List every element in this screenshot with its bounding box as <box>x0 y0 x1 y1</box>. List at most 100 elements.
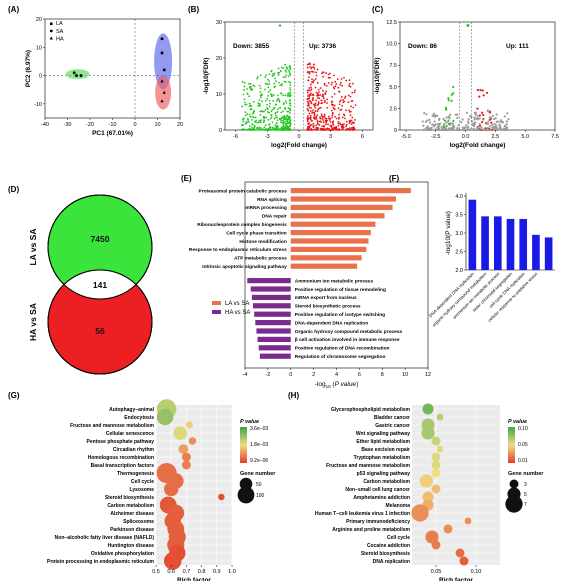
point-sa <box>79 74 83 77</box>
x-tick-label: 0.6 <box>167 569 175 575</box>
down-count-annotation: Down: 86 <box>408 43 437 50</box>
volcano-point <box>331 116 334 119</box>
volcano-point <box>246 93 249 95</box>
volcano-point <box>478 124 481 127</box>
bar <box>468 199 477 270</box>
volcano-point <box>493 123 496 126</box>
category-label: mRNA export from nucleus <box>295 295 357 301</box>
volcano-point <box>245 103 248 106</box>
volcano-point <box>243 85 246 88</box>
category-label: RNA splicing <box>257 197 287 203</box>
volcano-point <box>340 95 343 98</box>
volcano-point <box>476 88 480 92</box>
volcano-point <box>275 129 278 131</box>
volcano-point <box>323 83 326 86</box>
volcano-point <box>307 94 309 97</box>
volcano-point <box>445 116 448 119</box>
volcano-point <box>452 85 455 88</box>
bubble <box>163 552 182 570</box>
category-label: Organic hydroxy compound metabolic proce… <box>295 329 403 335</box>
category-label: Pentose phosphate pathway <box>86 439 154 445</box>
panel-label-e: (E) <box>181 174 192 183</box>
volcano-point <box>284 116 287 119</box>
panel-h-chart: Glycerophospholipid metabolism Bladder ca… <box>315 403 544 581</box>
y-tick-label: 7.5 <box>389 63 397 69</box>
volcano-point <box>320 102 323 105</box>
volcano-point <box>428 118 431 121</box>
volcano-point <box>282 102 285 104</box>
volcano-point <box>495 126 498 129</box>
volcano-point <box>289 102 292 104</box>
x-tick-label: -2.5 <box>431 134 440 140</box>
y-tick-label: 3.0 <box>455 231 463 237</box>
volcano-point <box>343 97 346 99</box>
category-label: Huntington disease <box>108 543 155 549</box>
volcano-point <box>456 126 459 130</box>
volcano-point <box>288 66 291 69</box>
volcano-point <box>338 116 341 119</box>
volcano-point <box>281 116 284 119</box>
volcano-point <box>348 79 351 82</box>
volcano-point <box>480 128 483 131</box>
y-tick-label: 20 <box>216 56 222 62</box>
y-axis-title: PC2 (6.97%) <box>25 50 32 87</box>
volcano-point <box>353 128 356 131</box>
volcano-point <box>337 124 340 127</box>
category-label: Glycerophospholipid metabolism <box>331 407 411 413</box>
panel-label-g: (G) <box>8 391 20 400</box>
y-tick-label: 0 <box>219 128 222 134</box>
bubble <box>421 426 435 440</box>
bubble <box>178 444 189 454</box>
volcano-point <box>312 66 315 69</box>
category-label: Intrinsic apoptotic signaling pathway <box>202 264 287 270</box>
bubble <box>422 403 434 415</box>
volcano-point <box>341 126 344 128</box>
volcano-point <box>278 24 282 27</box>
bar-ha-vs-sa <box>251 294 291 300</box>
volcano-point <box>242 120 245 123</box>
volcano-point <box>425 127 428 130</box>
volcano-point <box>270 114 273 117</box>
bubble <box>436 445 444 453</box>
volcano-point <box>328 119 331 121</box>
volcano-point <box>477 128 480 131</box>
volcano-point <box>286 110 289 113</box>
volcano-point <box>308 106 311 109</box>
bar-ha-vs-sa <box>250 286 291 292</box>
bubble <box>431 452 441 462</box>
volcano-point <box>273 106 275 109</box>
bubble <box>181 452 191 462</box>
volcano-point <box>287 110 290 113</box>
category-label: Histone modification <box>239 239 287 245</box>
venn-outline-bottom <box>47 269 153 375</box>
color-legend-label: 0.05 <box>518 442 528 448</box>
volcano-point <box>307 109 310 112</box>
volcano-point <box>452 126 455 130</box>
y-tick-label: 4.0 <box>455 194 463 200</box>
volcano-point <box>256 76 259 78</box>
down-count-annotation: Down: 3855 <box>233 43 270 50</box>
volcano-point <box>306 104 309 107</box>
volcano-point <box>333 92 336 95</box>
volcano-point <box>447 99 450 102</box>
volcano-point <box>317 103 319 106</box>
volcano-point <box>314 102 317 105</box>
volcano-point <box>331 96 334 98</box>
volcano-point <box>289 111 291 114</box>
category-label: Oxidative phosphorylation <box>91 551 154 557</box>
up-count-annotation: Up: 3736 <box>309 43 336 50</box>
volcano-point <box>250 108 253 111</box>
volcano-point <box>253 110 256 112</box>
volcano-point <box>328 128 330 131</box>
volcano-point <box>284 129 287 131</box>
volcano-point <box>474 121 477 124</box>
volcano-point <box>280 121 283 124</box>
volcano-point <box>249 82 252 85</box>
legend-marker-sa <box>49 29 53 33</box>
volcano-point <box>307 71 310 74</box>
volcano-point <box>426 125 429 128</box>
x-tick-label: -3 <box>265 134 270 140</box>
volcano-point <box>260 96 262 99</box>
volcano-point <box>314 86 317 89</box>
volcano-point <box>476 114 479 117</box>
